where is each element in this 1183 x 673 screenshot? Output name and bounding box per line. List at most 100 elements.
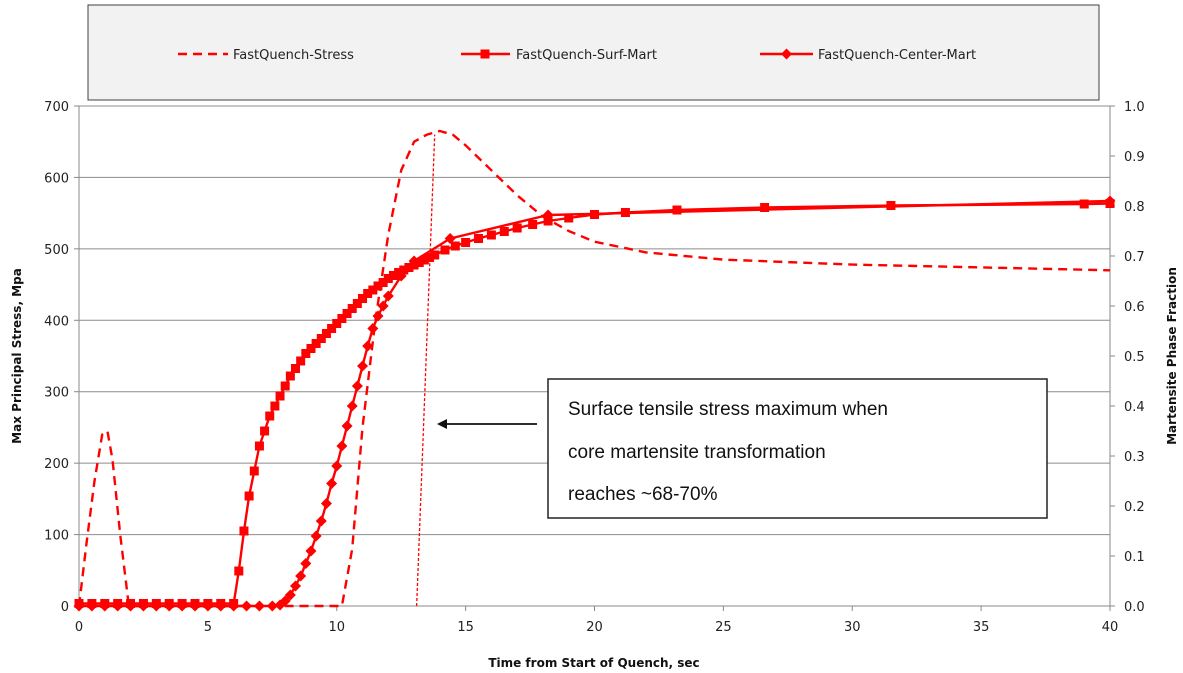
series-marker-square bbox=[311, 339, 321, 348]
series-marker-square bbox=[254, 441, 264, 451]
series-marker-square bbox=[358, 294, 368, 303]
series-marker-diamond bbox=[284, 589, 296, 601]
series-marker-square bbox=[249, 466, 259, 476]
series-marker-diamond bbox=[241, 600, 253, 612]
annotation-arrow-head bbox=[437, 419, 447, 429]
series-marker-diamond bbox=[351, 380, 363, 392]
series-marker-square bbox=[499, 227, 509, 236]
series-marker-square bbox=[672, 205, 682, 215]
series-marker-diamond bbox=[372, 310, 384, 322]
series-marker-square bbox=[327, 324, 337, 333]
series-marker-square bbox=[280, 381, 290, 391]
series-marker-square bbox=[1079, 199, 1089, 209]
y2-tick-label: 0.2 bbox=[1124, 500, 1145, 515]
series-marker-diamond bbox=[215, 600, 227, 612]
legend: FastQuench-Stress FastQuench-Surf-Mart F… bbox=[87, 4, 1100, 101]
series-marker-diamond bbox=[1104, 195, 1116, 207]
series-marker-diamond bbox=[382, 290, 394, 302]
series-marker-diamond bbox=[408, 255, 420, 267]
x-tick-label: 25 bbox=[715, 620, 732, 635]
series-marker-square bbox=[270, 401, 280, 411]
series-marker-square bbox=[342, 309, 352, 318]
x-tick-label: 10 bbox=[328, 620, 345, 635]
axes bbox=[78, 106, 1111, 607]
series-marker-square bbox=[332, 319, 342, 328]
y-tick-label: 200 bbox=[44, 457, 69, 472]
x-tick-label: 30 bbox=[844, 620, 861, 635]
y-axis-right-title: Martensite Phase Fraction bbox=[1165, 267, 1179, 445]
y2-tick-label: 0.9 bbox=[1124, 150, 1145, 165]
legend-label-center-mart: FastQuench-Center-Mart bbox=[818, 48, 976, 63]
x-axis-title: Time from Start of Quench, sec bbox=[488, 656, 699, 670]
y-tick-label: 300 bbox=[44, 386, 69, 401]
annotation-line-1: Surface tensile stress maximum when bbox=[568, 399, 888, 420]
series-marker-diamond bbox=[341, 420, 353, 432]
series-marker-square bbox=[388, 271, 398, 280]
legend-label-surf-mart: FastQuench-Surf-Mart bbox=[516, 48, 657, 63]
annotation: Surface tensile stress maximum when core… bbox=[437, 378, 1048, 519]
series-marker-diamond bbox=[150, 600, 162, 612]
series-marker-diamond bbox=[377, 300, 389, 312]
series-marker-square bbox=[373, 281, 383, 291]
series-marker-square bbox=[450, 241, 460, 251]
series bbox=[73, 129, 1116, 612]
series-marker-square bbox=[486, 230, 496, 240]
series-marker-diamond bbox=[444, 233, 456, 244]
gridlines bbox=[74, 105, 1115, 611]
series-marker-diamond bbox=[542, 209, 554, 221]
series-marker-square bbox=[347, 304, 357, 313]
series-marker-square bbox=[368, 285, 378, 295]
series-marker-diamond bbox=[336, 440, 348, 452]
series-marker-square bbox=[301, 349, 311, 358]
series-marker-diamond bbox=[362, 340, 374, 352]
y2-tick-label: 0.1 bbox=[1124, 550, 1145, 565]
series-marker-square bbox=[760, 203, 770, 212]
legend-marker-center-mart bbox=[781, 48, 792, 60]
series-marker-diamond bbox=[112, 600, 124, 612]
series-marker-square bbox=[244, 491, 254, 501]
series-marker-diamond bbox=[279, 595, 291, 607]
series-marker-square bbox=[528, 220, 538, 229]
series-marker-square bbox=[352, 299, 362, 308]
series-marker-diamond bbox=[295, 570, 307, 582]
series-marker-diamond bbox=[189, 600, 201, 612]
y-tick-label: 500 bbox=[44, 243, 69, 258]
legend-box bbox=[87, 4, 1100, 101]
y2-tick-label: 0.7 bbox=[1124, 250, 1145, 265]
legend-marker-surf-mart bbox=[480, 49, 490, 59]
y2-tick-label: 0.6 bbox=[1124, 300, 1145, 315]
series-marker-square bbox=[440, 245, 450, 255]
series-marker-diamond bbox=[310, 530, 322, 542]
series-marker-square bbox=[399, 265, 409, 275]
series-marker-diamond bbox=[253, 600, 265, 612]
series-marker-diamond bbox=[176, 600, 188, 612]
series-marker-square bbox=[394, 268, 404, 277]
series-marker-square bbox=[512, 223, 522, 233]
y-tick-label: 100 bbox=[44, 529, 69, 544]
series-marker-diamond bbox=[266, 600, 278, 612]
x-tick-label: 15 bbox=[457, 620, 474, 635]
annotation-line-2: core martensite transformation bbox=[568, 442, 826, 463]
annotation-box bbox=[547, 378, 1048, 519]
y2-tick-label: 0.0 bbox=[1124, 600, 1145, 615]
series-marker-diamond bbox=[99, 600, 111, 612]
series-marker-diamond bbox=[163, 600, 175, 612]
series-marker-diamond bbox=[357, 360, 369, 372]
y-tick-label: 400 bbox=[44, 314, 69, 329]
series-marker-diamond bbox=[202, 600, 214, 612]
y-tick-label: 700 bbox=[44, 100, 69, 115]
series-marker-square bbox=[275, 391, 285, 401]
series-marker-square bbox=[291, 364, 301, 373]
series-marker-square bbox=[234, 566, 244, 576]
series-marker-square bbox=[474, 234, 484, 243]
series-marker-square bbox=[419, 255, 429, 265]
series-marker-diamond bbox=[331, 460, 343, 472]
y-axis-left-title: Max Principal Stress, Mpa bbox=[10, 268, 24, 444]
series-marker-diamond bbox=[137, 600, 149, 612]
series-marker-diamond bbox=[320, 498, 332, 509]
series-marker-square bbox=[239, 526, 249, 536]
series-marker-square bbox=[337, 314, 347, 323]
annotation-line-3: reaches ~68-70% bbox=[568, 484, 718, 505]
series-marker-square bbox=[383, 274, 393, 283]
